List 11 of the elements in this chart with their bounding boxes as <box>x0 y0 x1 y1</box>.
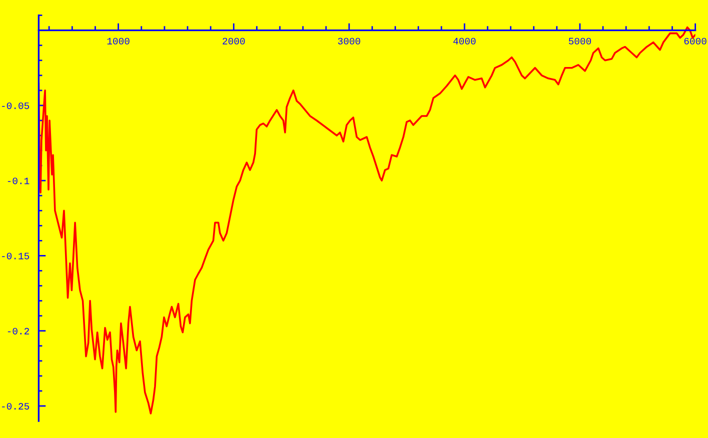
y-tick-label: -0.2 <box>8 328 29 334</box>
x-tick-label: 6000 <box>684 38 706 44</box>
x-tick-label: 4000 <box>453 38 476 44</box>
x-tick-label: 5000 <box>568 38 591 44</box>
x-tick-label: 3000 <box>338 38 360 44</box>
y-tick-label: -0.25 <box>2 402 30 410</box>
x-tick-label: 1000 <box>107 38 130 44</box>
y-tick-label: -0.15 <box>2 252 30 260</box>
y-tick-label: -0.05 <box>2 102 30 110</box>
y-tick-label: -0.1 <box>8 178 30 184</box>
x-tick-label: 2000 <box>222 38 245 44</box>
